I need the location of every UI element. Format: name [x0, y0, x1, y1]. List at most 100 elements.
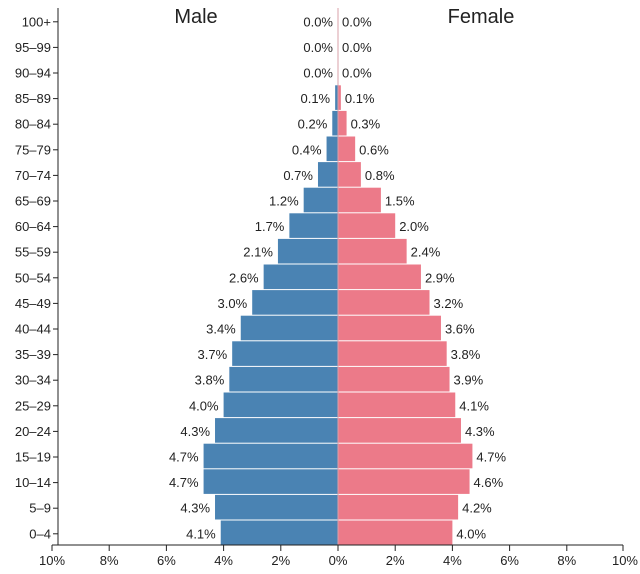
- labels-group: Male Female 100+ 0.0% 0.0% 95–99 0.0% 0.0% 90–94…: [15, 6, 639, 568]
- bar-male-75-79: [326, 136, 338, 162]
- x-tick-label-4-7: 4%: [443, 553, 462, 568]
- value-label-male-80-84: 0.2%: [298, 117, 328, 132]
- x-tick-label-8-9: 8%: [557, 553, 576, 568]
- value-label-male-95-99: 0.0%: [303, 40, 333, 55]
- bar-male-80-84: [332, 110, 338, 136]
- value-label-female-15-19: 4.7%: [476, 450, 506, 465]
- bar-male-55-59: [277, 238, 338, 264]
- value-label-male-5-9: 4.3%: [180, 501, 210, 516]
- value-label-male-90-94: 0.0%: [303, 66, 333, 81]
- bar-male-25-29: [223, 392, 338, 418]
- bar-female-45-49: [338, 290, 430, 315]
- value-label-male-15-19: 4.7%: [169, 450, 199, 465]
- x-tick-label-10-0: 10%: [39, 553, 65, 568]
- value-label-female-65-69: 1.5%: [385, 194, 415, 209]
- value-label-male-70-74: 0.7%: [283, 168, 313, 183]
- bar-female-55-59: [338, 238, 407, 264]
- bar-male-70-74: [317, 162, 338, 187]
- value-label-female-90-94: 0.0%: [342, 66, 372, 81]
- value-label-male-35-39: 3.7%: [198, 347, 228, 362]
- value-label-female-10-14: 4.6%: [474, 475, 504, 490]
- value-label-female-35-39: 3.8%: [451, 347, 481, 362]
- bar-female-80-84: [338, 110, 347, 136]
- bar-male-15-19: [203, 443, 338, 469]
- bar-male-40-44: [240, 315, 338, 341]
- value-label-male-50-54: 2.6%: [229, 270, 259, 285]
- age-label-70-74: 70–74: [15, 168, 51, 183]
- value-label-female-30-34: 3.9%: [454, 373, 484, 388]
- age-label-20-24: 20–24: [15, 424, 51, 439]
- bar-female-15-19: [338, 443, 473, 469]
- x-tick-label-6-2: 6%: [157, 553, 176, 568]
- value-label-male-100: 0.0%: [303, 14, 333, 29]
- age-label-80-84: 80–84: [15, 117, 51, 132]
- value-label-male-10-14: 4.7%: [169, 475, 199, 490]
- value-label-female-45-49: 3.2%: [434, 296, 464, 311]
- bar-female-5-9: [338, 494, 459, 520]
- age-label-55-59: 55–59: [15, 245, 51, 260]
- bar-female-35-39: [338, 341, 447, 366]
- value-label-female-50-54: 2.9%: [425, 270, 455, 285]
- value-label-male-30-34: 3.8%: [195, 373, 225, 388]
- bar-male-5-9: [215, 494, 338, 520]
- value-label-female-0-4: 4.0%: [456, 526, 486, 541]
- age-label-65-69: 65–69: [15, 194, 51, 209]
- series-name-male: Male: [174, 6, 217, 28]
- value-label-female-55-59: 2.4%: [411, 245, 441, 260]
- bar-female-0-4: [338, 520, 453, 546]
- value-label-female-80-84: 0.3%: [351, 117, 381, 132]
- value-label-male-45-49: 3.0%: [218, 296, 248, 311]
- bar-female-10-14: [338, 469, 470, 494]
- value-label-female-5-9: 4.2%: [462, 501, 492, 516]
- value-label-female-60-64: 2.0%: [399, 219, 429, 234]
- value-label-male-65-69: 1.2%: [269, 194, 299, 209]
- age-label-5-9: 5–9: [29, 501, 51, 516]
- x-tick-label-6-8: 6%: [500, 553, 519, 568]
- age-label-35-39: 35–39: [15, 347, 51, 362]
- bar-male-20-24: [215, 418, 338, 443]
- series-name-female: Female: [448, 6, 515, 28]
- age-label-25-29: 25–29: [15, 398, 51, 413]
- age-label-90-94: 90–94: [15, 66, 51, 81]
- x-tick-label-10-10: 10%: [612, 553, 638, 568]
- bars-group: [203, 85, 473, 546]
- age-label-10-14: 10–14: [15, 475, 51, 490]
- bar-female-40-44: [338, 315, 441, 341]
- value-label-female-100: 0.0%: [342, 14, 372, 29]
- value-label-female-95-99: 0.0%: [342, 40, 372, 55]
- age-label-50-54: 50–54: [15, 270, 51, 285]
- bar-male-30-34: [229, 366, 338, 392]
- bar-female-50-54: [338, 264, 421, 290]
- value-label-female-70-74: 0.8%: [365, 168, 395, 183]
- x-tick-label-2-4: 2%: [271, 553, 290, 568]
- bar-female-30-34: [338, 366, 450, 392]
- bar-female-25-29: [338, 392, 456, 418]
- x-tick-label-8-1: 8%: [100, 553, 119, 568]
- age-label-75-79: 75–79: [15, 142, 51, 157]
- x-tick-label-0-5: 0%: [329, 553, 348, 568]
- value-label-female-75-79: 0.6%: [359, 142, 389, 157]
- value-label-male-85-89: 0.1%: [300, 91, 330, 106]
- value-label-female-20-24: 4.3%: [465, 424, 495, 439]
- bar-female-85-89: [338, 85, 341, 110]
- axes-group: [51, 8, 624, 551]
- age-label-100: 100+: [22, 14, 51, 29]
- age-label-0-4: 0–4: [29, 526, 51, 541]
- age-label-40-44: 40–44: [15, 322, 51, 337]
- age-label-45-49: 45–49: [15, 296, 51, 311]
- bar-female-60-64: [338, 213, 396, 238]
- age-label-85-89: 85–89: [15, 91, 51, 106]
- bar-male-60-64: [289, 213, 338, 238]
- bar-female-65-69: [338, 187, 381, 213]
- bar-male-0-4: [220, 520, 338, 546]
- bar-male-50-54: [263, 264, 338, 290]
- age-label-15-19: 15–19: [15, 450, 51, 465]
- bar-male-65-69: [303, 187, 338, 213]
- bar-female-20-24: [338, 418, 461, 443]
- age-label-95-99: 95–99: [15, 40, 51, 55]
- value-label-male-0-4: 4.1%: [186, 526, 216, 541]
- bar-male-35-39: [232, 341, 338, 366]
- value-label-female-25-29: 4.1%: [459, 398, 489, 413]
